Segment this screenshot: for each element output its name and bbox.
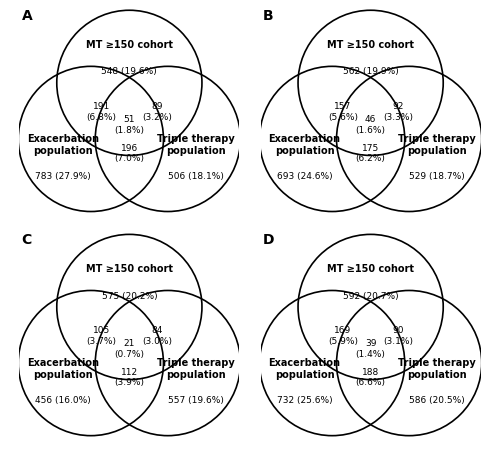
Text: 506 (18.1%): 506 (18.1%) bbox=[168, 172, 224, 181]
Text: Triple therapy
population: Triple therapy population bbox=[398, 358, 475, 380]
Text: 51
(1.8%): 51 (1.8%) bbox=[114, 115, 144, 135]
Text: Exacerbation
population: Exacerbation population bbox=[28, 134, 100, 156]
Text: 90
(3.1%): 90 (3.1%) bbox=[384, 327, 414, 346]
Text: 592 (20.7%): 592 (20.7%) bbox=[343, 292, 398, 300]
Text: 783 (27.9%): 783 (27.9%) bbox=[36, 172, 91, 181]
Text: Triple therapy
population: Triple therapy population bbox=[156, 134, 234, 156]
Text: 157
(5.6%): 157 (5.6%) bbox=[328, 102, 358, 122]
Text: 84
(3.0%): 84 (3.0%) bbox=[142, 327, 172, 346]
Text: 46
(1.6%): 46 (1.6%) bbox=[356, 115, 386, 135]
Text: 175
(6.2%): 175 (6.2%) bbox=[356, 144, 386, 163]
Text: Exacerbation
population: Exacerbation population bbox=[28, 358, 100, 380]
Text: 89
(3.2%): 89 (3.2%) bbox=[142, 102, 172, 122]
Text: 586 (20.5%): 586 (20.5%) bbox=[409, 396, 465, 405]
Text: 92
(3.3%): 92 (3.3%) bbox=[384, 102, 414, 122]
Text: 21
(0.7%): 21 (0.7%) bbox=[114, 339, 144, 359]
Text: Exacerbation
population: Exacerbation population bbox=[268, 134, 340, 156]
Text: C: C bbox=[22, 233, 32, 247]
Text: Triple therapy
population: Triple therapy population bbox=[398, 134, 475, 156]
Text: 196
(7.0%): 196 (7.0%) bbox=[114, 144, 144, 163]
Text: 557 (19.6%): 557 (19.6%) bbox=[168, 396, 224, 405]
Text: MT ≥150 cohort: MT ≥150 cohort bbox=[327, 264, 414, 274]
Text: 693 (24.6%): 693 (24.6%) bbox=[276, 172, 332, 181]
Text: A: A bbox=[22, 9, 32, 23]
Text: 191
(6.8%): 191 (6.8%) bbox=[86, 102, 117, 122]
Text: 529 (18.7%): 529 (18.7%) bbox=[409, 172, 465, 181]
Text: 39
(1.4%): 39 (1.4%) bbox=[356, 339, 386, 359]
Text: MT ≥150 cohort: MT ≥150 cohort bbox=[327, 40, 414, 50]
Text: MT ≥150 cohort: MT ≥150 cohort bbox=[86, 264, 173, 274]
Text: MT ≥150 cohort: MT ≥150 cohort bbox=[86, 40, 173, 50]
Text: Exacerbation
population: Exacerbation population bbox=[268, 358, 340, 380]
Text: 562 (19.9%): 562 (19.9%) bbox=[343, 67, 398, 76]
Text: 548 (19.6%): 548 (19.6%) bbox=[102, 67, 157, 76]
Text: 575 (20.2%): 575 (20.2%) bbox=[102, 292, 157, 300]
Text: 188
(6.6%): 188 (6.6%) bbox=[356, 368, 386, 387]
Text: 112
(3.9%): 112 (3.9%) bbox=[114, 368, 144, 387]
Text: 456 (16.0%): 456 (16.0%) bbox=[36, 396, 91, 405]
Text: 732 (25.6%): 732 (25.6%) bbox=[276, 396, 332, 405]
Text: Triple therapy
population: Triple therapy population bbox=[156, 358, 234, 380]
Text: 105
(3.7%): 105 (3.7%) bbox=[86, 327, 117, 346]
Text: D: D bbox=[263, 233, 274, 247]
Text: 169
(5.9%): 169 (5.9%) bbox=[328, 327, 358, 346]
Text: B: B bbox=[263, 9, 274, 23]
